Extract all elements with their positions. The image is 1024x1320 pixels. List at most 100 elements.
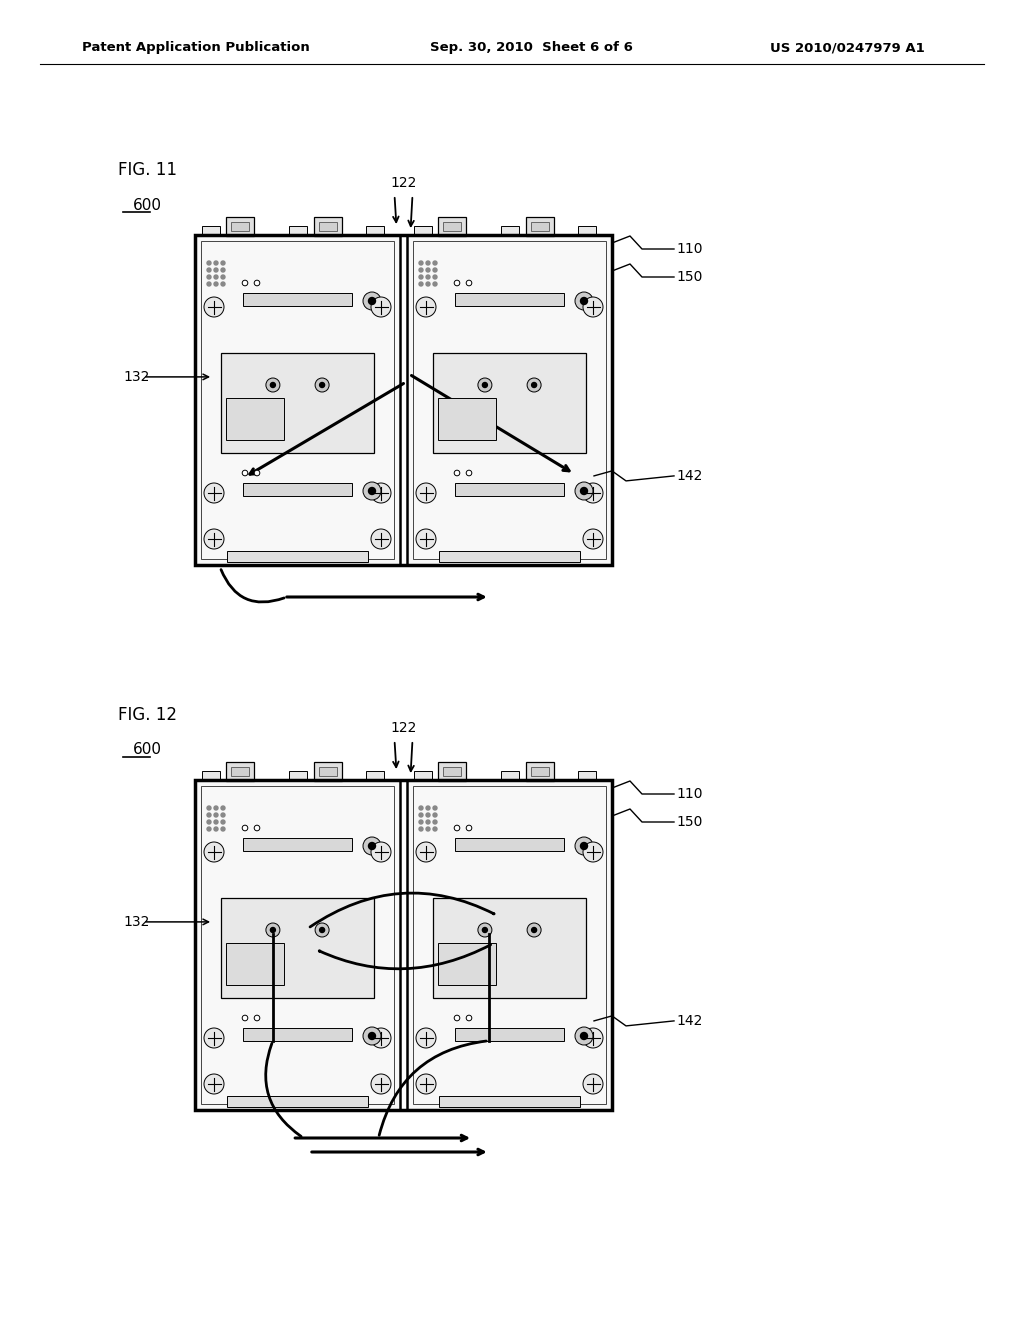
Circle shape: [371, 483, 391, 503]
Text: 122: 122: [390, 721, 417, 735]
Bar: [455, 293, 564, 306]
Bar: [195, 235, 612, 565]
Bar: [501, 771, 518, 781]
Circle shape: [315, 923, 329, 937]
Circle shape: [319, 383, 325, 388]
Circle shape: [221, 268, 225, 272]
FancyArrowPatch shape: [310, 894, 494, 927]
Circle shape: [266, 923, 280, 937]
Circle shape: [426, 807, 430, 810]
Circle shape: [426, 275, 430, 279]
Circle shape: [362, 837, 381, 855]
Circle shape: [207, 828, 211, 832]
Circle shape: [583, 842, 603, 862]
FancyArrowPatch shape: [379, 1041, 486, 1135]
Bar: [231, 767, 249, 776]
Circle shape: [207, 282, 211, 286]
Circle shape: [419, 282, 423, 286]
Circle shape: [416, 1028, 436, 1048]
Circle shape: [362, 1027, 381, 1045]
Circle shape: [221, 828, 225, 832]
Bar: [231, 222, 249, 231]
Circle shape: [433, 275, 437, 279]
Circle shape: [371, 297, 391, 317]
Bar: [439, 1096, 580, 1107]
Circle shape: [221, 813, 225, 817]
Bar: [195, 235, 400, 565]
Text: 110: 110: [676, 242, 702, 256]
Circle shape: [433, 813, 437, 817]
Circle shape: [254, 470, 260, 475]
Bar: [243, 1028, 352, 1041]
Text: 132: 132: [123, 915, 150, 929]
Circle shape: [214, 828, 218, 832]
Circle shape: [270, 383, 275, 388]
Circle shape: [583, 529, 603, 549]
Circle shape: [583, 1074, 603, 1094]
Circle shape: [433, 268, 437, 272]
Bar: [226, 762, 254, 781]
Circle shape: [583, 1028, 603, 1048]
Circle shape: [371, 1074, 391, 1094]
Circle shape: [426, 813, 430, 817]
Circle shape: [416, 483, 436, 503]
Circle shape: [426, 261, 430, 265]
Circle shape: [455, 1015, 460, 1020]
Text: 142: 142: [676, 469, 702, 483]
Circle shape: [419, 261, 423, 265]
Circle shape: [319, 928, 325, 932]
Bar: [526, 216, 554, 236]
Bar: [531, 222, 549, 231]
Circle shape: [433, 820, 437, 824]
Circle shape: [455, 825, 460, 830]
Circle shape: [369, 297, 376, 305]
Circle shape: [419, 820, 423, 824]
Bar: [455, 483, 564, 496]
Circle shape: [426, 828, 430, 832]
Circle shape: [362, 292, 381, 310]
Text: 600: 600: [133, 198, 162, 213]
Circle shape: [426, 268, 430, 272]
Circle shape: [204, 529, 224, 549]
Circle shape: [478, 923, 492, 937]
Bar: [367, 226, 384, 236]
Circle shape: [575, 837, 593, 855]
Circle shape: [419, 275, 423, 279]
Bar: [319, 767, 337, 776]
Circle shape: [482, 928, 487, 932]
Circle shape: [214, 807, 218, 810]
Circle shape: [455, 470, 460, 475]
Circle shape: [204, 1074, 224, 1094]
Circle shape: [270, 928, 275, 932]
Circle shape: [207, 275, 211, 279]
Bar: [314, 762, 342, 781]
Circle shape: [214, 268, 218, 272]
Circle shape: [254, 1015, 260, 1020]
Circle shape: [419, 813, 423, 817]
Circle shape: [416, 529, 436, 549]
Circle shape: [221, 275, 225, 279]
Circle shape: [583, 297, 603, 317]
Bar: [415, 226, 432, 236]
Circle shape: [531, 383, 537, 388]
Circle shape: [371, 842, 391, 862]
Circle shape: [214, 813, 218, 817]
Circle shape: [221, 807, 225, 810]
Circle shape: [527, 923, 541, 937]
Circle shape: [371, 1028, 391, 1048]
Circle shape: [416, 1074, 436, 1094]
Circle shape: [207, 820, 211, 824]
Bar: [243, 838, 352, 851]
Text: 150: 150: [676, 271, 702, 284]
FancyArrowPatch shape: [265, 1043, 301, 1137]
Bar: [579, 226, 596, 236]
Circle shape: [419, 828, 423, 832]
Bar: [221, 898, 374, 998]
Bar: [201, 242, 394, 558]
Circle shape: [433, 807, 437, 810]
Circle shape: [581, 487, 588, 495]
Text: 132: 132: [123, 370, 150, 384]
Bar: [407, 780, 612, 1110]
Text: 600: 600: [133, 742, 162, 758]
Bar: [438, 762, 466, 781]
